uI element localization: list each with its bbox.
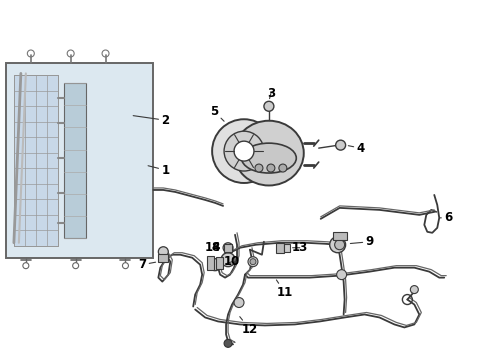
Circle shape (73, 263, 79, 269)
Ellipse shape (241, 143, 296, 173)
Circle shape (254, 164, 263, 172)
Text: 2: 2 (133, 114, 169, 127)
Bar (275, 243, 283, 253)
Circle shape (212, 119, 275, 183)
Bar (14, 75, 58, 246)
Circle shape (334, 240, 344, 250)
Text: 9: 9 (349, 235, 373, 248)
Circle shape (335, 140, 345, 150)
Circle shape (329, 237, 345, 253)
Text: 5: 5 (209, 105, 224, 121)
Circle shape (234, 141, 253, 161)
Bar (332, 232, 346, 240)
Bar (207, 256, 214, 270)
Circle shape (209, 259, 221, 271)
Text: 11: 11 (276, 280, 292, 299)
Text: 3: 3 (266, 87, 274, 100)
Circle shape (158, 247, 168, 257)
Bar (63, 84, 85, 238)
Text: 7: 7 (138, 258, 155, 271)
Circle shape (221, 253, 235, 267)
Circle shape (264, 101, 273, 111)
Text: 12: 12 (239, 317, 258, 336)
Bar (6, 63, 153, 258)
Circle shape (249, 259, 255, 265)
Text: 6: 6 (439, 211, 451, 224)
Text: 4: 4 (347, 141, 364, 155)
Circle shape (224, 339, 232, 347)
Bar (216, 257, 223, 269)
Circle shape (336, 270, 346, 280)
Text: 14: 14 (204, 241, 221, 254)
Bar (158, 254, 168, 262)
Bar (283, 244, 289, 252)
Circle shape (266, 164, 274, 172)
Text: 10: 10 (224, 255, 240, 268)
Circle shape (247, 257, 258, 267)
Bar (224, 244, 232, 252)
Circle shape (234, 298, 244, 307)
Circle shape (409, 285, 417, 293)
Circle shape (23, 263, 29, 269)
Circle shape (223, 243, 233, 253)
Circle shape (224, 131, 264, 171)
Text: 13: 13 (291, 241, 307, 254)
Text: 1: 1 (148, 163, 169, 176)
Circle shape (278, 164, 286, 172)
Ellipse shape (234, 121, 303, 185)
Circle shape (122, 263, 128, 269)
Text: 8: 8 (210, 241, 222, 258)
